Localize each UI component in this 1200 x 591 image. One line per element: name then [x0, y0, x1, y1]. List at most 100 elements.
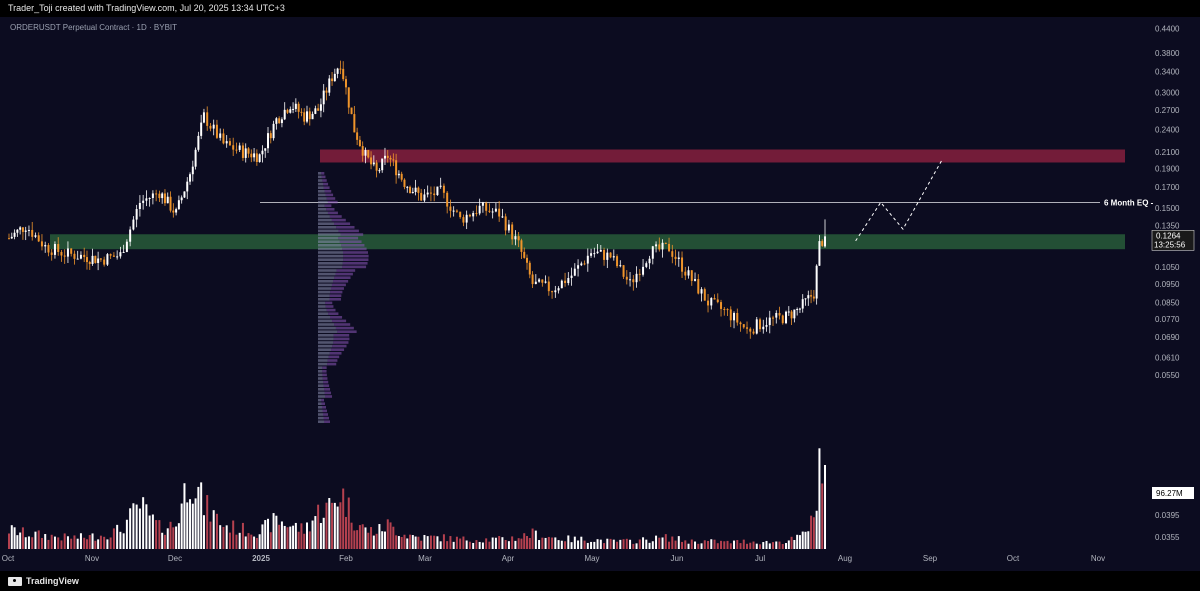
candle-body	[278, 118, 281, 124]
volume-bar	[103, 536, 106, 549]
candle-body	[684, 271, 687, 276]
volume-bar	[723, 541, 726, 549]
candle-body	[21, 227, 24, 232]
candle-body	[726, 309, 729, 311]
candle-body	[177, 200, 180, 210]
volume-bar	[541, 537, 544, 549]
candle-body	[272, 123, 275, 139]
volume-bar	[83, 537, 86, 549]
volume-label-box	[1152, 487, 1194, 499]
candle-body	[596, 251, 599, 254]
candle-body	[241, 145, 244, 158]
profile-bin	[339, 240, 362, 243]
volume-bar	[389, 522, 392, 549]
profile-bin	[318, 395, 326, 398]
volume-bar	[97, 539, 100, 549]
candle-body	[567, 277, 570, 284]
candle-body	[790, 311, 793, 319]
volume-bar	[66, 536, 69, 549]
volume-bar	[642, 537, 645, 549]
time-axis[interactable]: Oct Nov Dec 2025 Feb Mar Apr May Jun Jul Aug Sep Oct…	[2, 554, 1105, 563]
volume-bar	[729, 543, 732, 549]
volume-bar	[746, 543, 749, 549]
volume-bar	[145, 504, 148, 549]
candle-body	[283, 109, 286, 120]
profile-bin	[322, 370, 327, 373]
volume-bar	[10, 525, 13, 549]
candle-body	[145, 198, 148, 201]
candle-body	[414, 187, 417, 192]
volume-bar	[339, 502, 342, 549]
volume-bar	[24, 537, 27, 549]
profile-bin	[332, 319, 347, 323]
profile-bin	[338, 229, 359, 233]
profile-bin	[318, 233, 341, 236]
candle-body	[40, 241, 43, 247]
candle-body	[606, 252, 609, 260]
volume-bar	[31, 537, 34, 549]
profile-bin	[318, 186, 324, 189]
profile-bin	[318, 420, 324, 423]
profile-bin	[340, 233, 364, 236]
profile-bin	[330, 316, 343, 319]
volume-bar	[762, 542, 765, 549]
volume-bar	[91, 533, 94, 549]
time-tick-4: Feb	[339, 554, 353, 563]
volume-bar	[328, 498, 331, 549]
attribution-text: Trader_Toji created with TradingView.com…	[8, 3, 285, 13]
candle-body	[47, 245, 50, 253]
volume-bar	[367, 532, 370, 549]
profile-bin	[318, 247, 343, 251]
candle-body	[759, 319, 762, 330]
volume-bar	[768, 543, 771, 549]
volume-profile	[318, 172, 369, 423]
volume-bar	[370, 527, 373, 549]
volume-bar	[142, 497, 145, 549]
profile-bin	[337, 330, 357, 333]
tradingview-logo[interactable]: TradingView	[8, 576, 79, 586]
profile-bin	[318, 352, 330, 355]
candle-body	[429, 192, 432, 194]
profile-bin	[336, 269, 356, 272]
volume-bar	[583, 540, 586, 549]
volume-bar	[322, 517, 325, 549]
price-tick-19: 0.0395	[1155, 511, 1180, 520]
price-axis[interactable]: 0.4400 0.3800 0.3400 0.3000 0.2700 0.2400 0.21…	[1155, 25, 1180, 542]
volume-bar	[353, 530, 356, 549]
candle-body	[314, 108, 317, 114]
profile-bin	[343, 254, 369, 258]
volume-bar	[736, 540, 739, 549]
candle-body	[155, 193, 158, 195]
volume-bar	[459, 538, 462, 549]
candle-body	[342, 68, 345, 80]
candle-body	[528, 262, 531, 275]
volume-bar	[716, 543, 719, 549]
candle-body	[135, 209, 138, 220]
candle-body	[70, 248, 73, 254]
profile-bin	[318, 308, 327, 312]
profile-bin	[327, 359, 338, 362]
candle-body	[344, 79, 347, 88]
candle-body	[264, 148, 267, 151]
profile-bin	[329, 215, 342, 218]
time-tick-11: Sep	[923, 554, 938, 563]
profile-bin	[318, 190, 325, 193]
volume-bar	[392, 526, 395, 549]
price-chart[interactable]: ORDERUSDT Perpetual Contract · 1D · BYBI…	[0, 17, 1200, 571]
profile-bin	[333, 280, 349, 283]
profile-bin	[318, 272, 336, 276]
profile-bin	[321, 402, 326, 405]
volume-bar	[720, 540, 723, 549]
candle-body	[175, 209, 178, 213]
volume-bar	[504, 539, 507, 549]
volume-bar	[180, 503, 183, 549]
profile-bin	[318, 218, 332, 222]
profile-bin	[333, 334, 350, 337]
profile-bin	[318, 402, 322, 405]
candle-body	[821, 241, 824, 246]
volume-bar	[99, 535, 102, 549]
chart-area[interactable]: ORDERUSDT Perpetual Contract · 1D · BYBI…	[0, 17, 1200, 571]
candle-body	[166, 196, 169, 204]
volume-bar	[423, 534, 426, 549]
profile-bin	[318, 323, 335, 326]
